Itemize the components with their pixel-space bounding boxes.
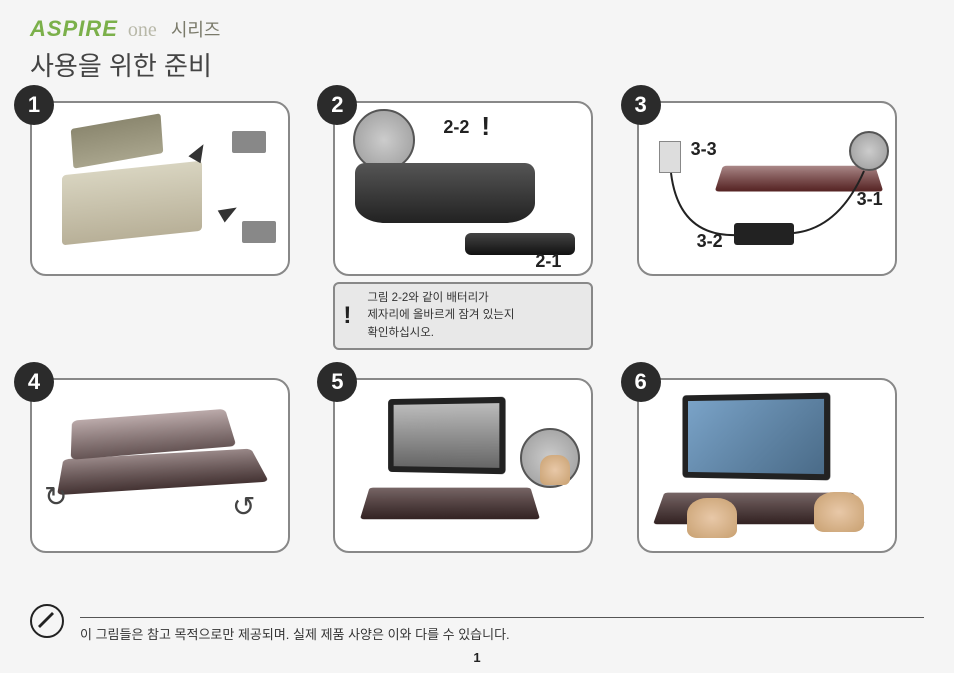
note-line-1: 그림 2-2와 같이 배터리가 [367, 290, 583, 307]
callout-3-3: 3-3 [691, 139, 717, 160]
footer-divider [80, 617, 924, 618]
arrow-icon [218, 201, 241, 222]
packaging-box [62, 161, 202, 246]
callout-2-2: 2-2 [443, 117, 469, 138]
series-label: 시리즈 [171, 16, 221, 42]
note-line-3: 확인하십시오. [367, 325, 583, 342]
brand-sub-logo: one [128, 19, 157, 42]
laptop-screen [388, 397, 505, 474]
left-hand [687, 498, 737, 538]
callout-2-1: 2-1 [535, 251, 561, 272]
battery-note: ! 그림 2-2와 같이 배터리가 제자리에 올바르게 잠겨 있는지 확인하십시… [333, 282, 593, 350]
note-pen-icon [30, 604, 64, 638]
page-number: 1 [0, 650, 954, 665]
power-port-zoom [849, 131, 889, 171]
step-3: 3 3-3 3-1 3-2 [637, 101, 900, 350]
laptop-in-box [71, 113, 164, 168]
laptop-screen-on [682, 392, 830, 480]
warning-icon: ! [481, 111, 490, 142]
step-badge-4: 4 [14, 362, 54, 402]
callout-3-2: 3-2 [697, 231, 723, 252]
panel-1-unbox [30, 101, 290, 276]
laptop-underside [355, 163, 535, 223]
footer: 이 그림들은 참고 목적으로만 제공되며. 실제 제품 사양은 이와 다를 수 … [30, 617, 924, 643]
arrow-icon [188, 141, 209, 164]
open-arrow-icon: ↻ [44, 480, 67, 513]
laptop-keyboard [360, 487, 540, 519]
open-arrow-icon: ↻ [232, 490, 255, 523]
step-badge-6: 6 [621, 362, 661, 402]
step-1: 1 [30, 101, 293, 350]
step-6: 6 [637, 378, 900, 553]
panel-3-power: 3-3 3-1 3-2 [637, 101, 897, 276]
header: ASPIRE one 시리즈 [30, 16, 924, 42]
accessory-card [242, 221, 276, 243]
power-adapter [734, 223, 794, 245]
step-badge-3: 3 [621, 85, 661, 125]
right-hand [814, 492, 864, 532]
step-badge-1: 1 [14, 85, 54, 125]
panel-4-open: ↻ ↻ [30, 378, 290, 553]
footer-disclaimer: 이 그림들은 참고 목적으로만 제공되며. 실제 제품 사양은 이와 다를 수 … [80, 624, 510, 643]
brand-logo: ASPIRE [30, 16, 118, 42]
callout-3-1: 3-1 [857, 189, 883, 210]
steps-grid: 1 2 2-2 ! 2-1 ! 그림 2-2와 같이 배터리가 제자리에 올바르… [30, 101, 900, 553]
panel-2-battery: 2-2 ! 2-1 [333, 101, 593, 276]
step-2: 2 2-2 ! 2-1 ! 그림 2-2와 같이 배터리가 제자리에 올바르게 … [333, 101, 596, 350]
note-warning-icon: ! [343, 298, 351, 334]
finger-press [540, 455, 570, 485]
accessory-card [232, 131, 266, 153]
battery-lock-zoom [353, 109, 415, 171]
wall-outlet [659, 141, 681, 173]
panel-5-poweron [333, 378, 593, 553]
laptop-side [714, 166, 883, 192]
step-4: 4 ↻ ↻ [30, 378, 293, 553]
step-5: 5 [333, 378, 596, 553]
note-line-2: 제자리에 올바르게 잠겨 있는지 [367, 307, 583, 324]
panel-6-use [637, 378, 897, 553]
page-title: 사용을 위한 준비 [30, 46, 924, 83]
step-badge-5: 5 [317, 362, 357, 402]
